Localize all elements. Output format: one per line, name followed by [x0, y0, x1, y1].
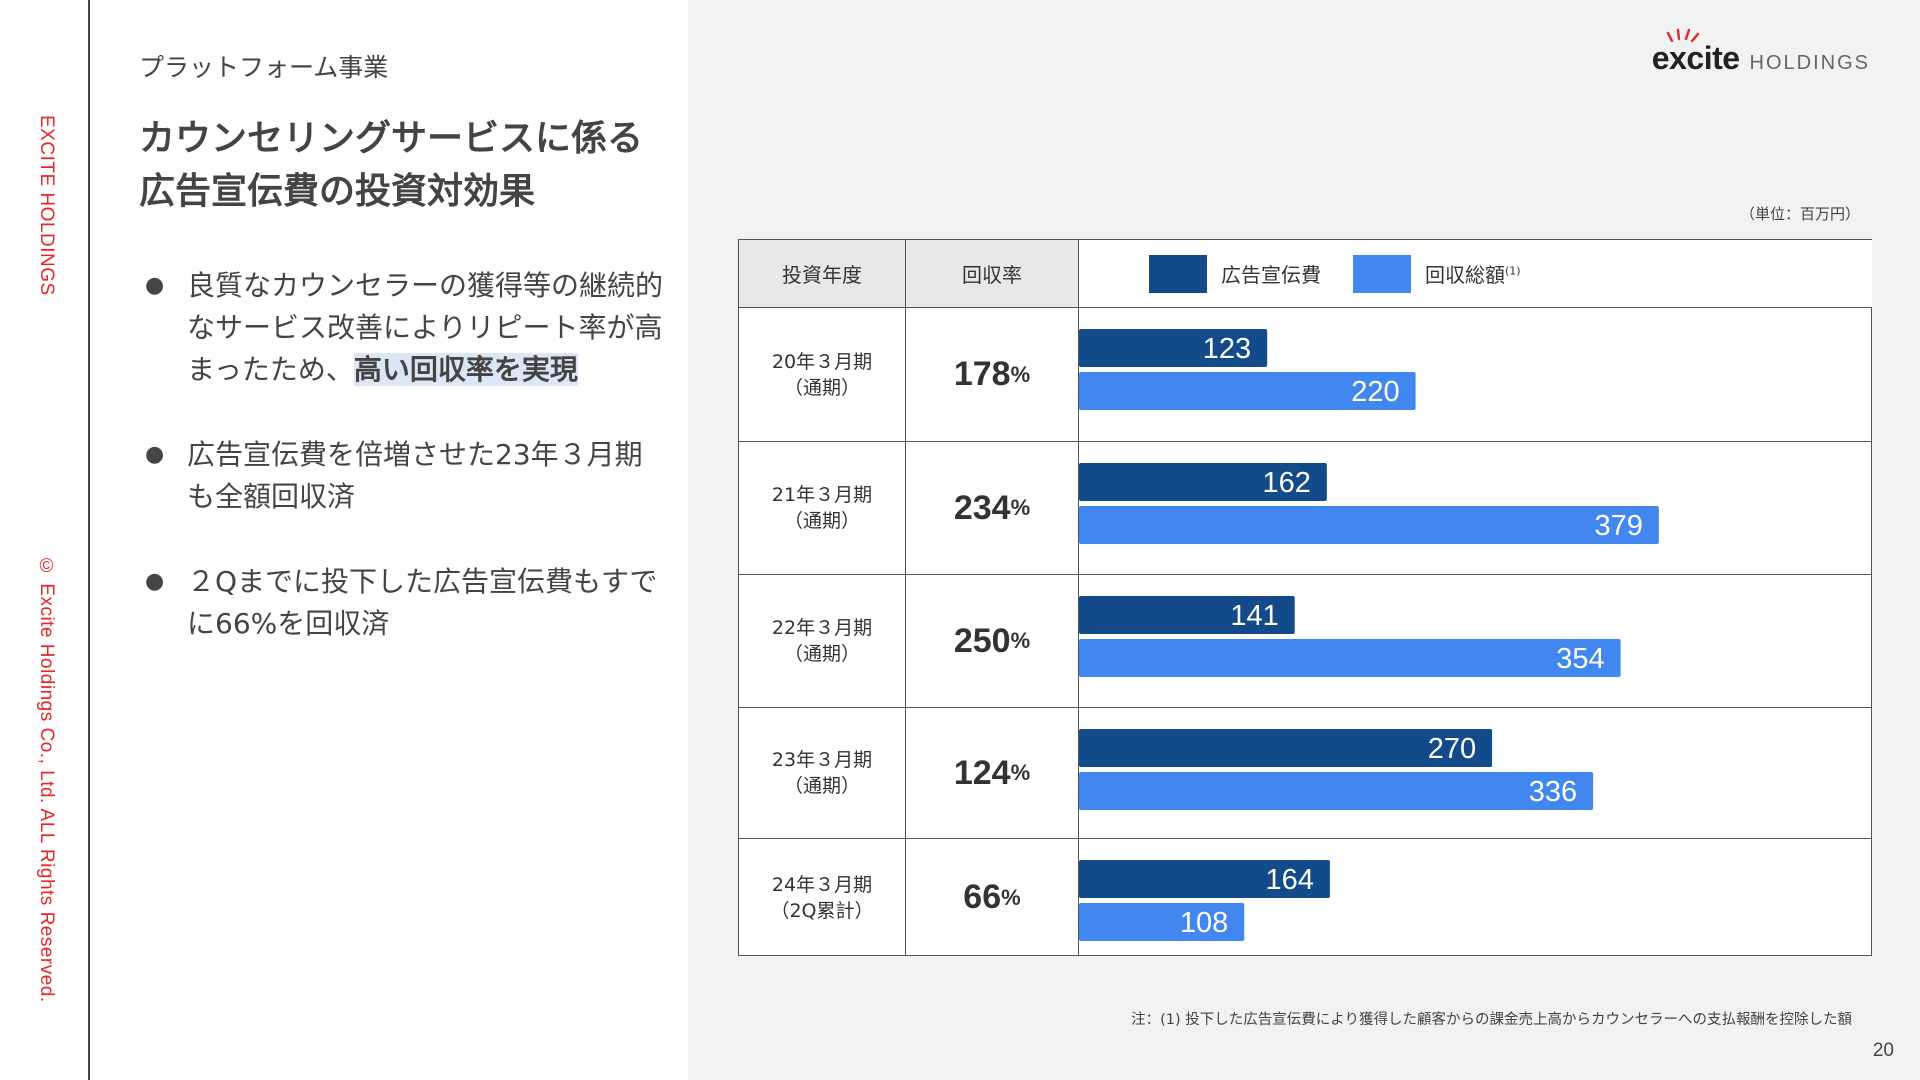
- chart-legend: 広告宣伝費 回収総額(1): [1079, 240, 1872, 308]
- bar-recovery-2: [1079, 639, 1621, 677]
- bar-value-label: 270: [1428, 733, 1476, 765]
- bullet-text: 広告宣伝費を倍増させた23年３月期も全額回収済: [187, 438, 643, 513]
- right-panel: excite HOLDINGS （単位：百万円） 投資年度 回収率 広告宣伝費 …: [688, 0, 1920, 1080]
- bar-chart: 123 162 141 270 164 220 379 354 336 108: [1079, 329, 1659, 941]
- bullet-item: ● ２Qまでに投下した広告宣伝費もすでに66%を回収済: [139, 561, 669, 645]
- section-label: プラットフォーム事業: [139, 53, 389, 82]
- bar-value-label: 220: [1351, 376, 1399, 408]
- bar-value-label: 164: [1266, 864, 1314, 896]
- header-year: 投資年度: [739, 240, 906, 308]
- year-cell: 21年３月期 （通期）: [739, 442, 906, 574]
- logo-wordmark: excite: [1652, 28, 1740, 77]
- table-row: 24年３月期 （2Q累計） 66%: [739, 839, 1872, 956]
- bullet-item: ● 広告宣伝費を倍増させた23年３月期も全額回収済: [139, 434, 669, 518]
- header-rate: 回収率: [906, 240, 1079, 308]
- year-cell: 22年３月期 （通期）: [739, 575, 906, 707]
- year-cell: 24年３月期 （2Q累計）: [739, 839, 906, 956]
- table-row: 21年３月期 （通期） 234%: [739, 442, 1872, 575]
- bullet-list: ● 良質なカウンセラーの獲得等の継続的なサービス改善によりリピート率が高まったた…: [139, 265, 669, 688]
- side-band: EXCITE HOLDINGS © Excite Holdings Co., L…: [0, 0, 90, 1080]
- logo-rays-icon: [1666, 28, 1699, 42]
- logo-subtext: HOLDINGS: [1749, 52, 1870, 74]
- bar-ad-cost-4: [1079, 860, 1330, 898]
- year-cell: 23年３月期 （通期）: [739, 708, 906, 838]
- bar-ad-cost-0: [1079, 329, 1268, 367]
- page-title: カウンセリングサービスに係る 広告宣伝費の投資対効果: [139, 112, 679, 218]
- bullet-text: 良質なカウンセラーの獲得等の継続的なサービス改善によりリピート率が高まったため、: [187, 269, 664, 386]
- legend-label-recovery: 回収総額(1): [1425, 263, 1521, 287]
- bar-ad-cost-1: [1079, 463, 1327, 501]
- rate-cell: 124%: [906, 708, 1079, 838]
- legend-swatch-recovery: [1353, 254, 1411, 293]
- roi-table: 投資年度 回収率 広告宣伝費 回収総額(1) 20年３月期 （通期） 178% 2…: [738, 239, 1872, 956]
- bar-value-label: 379: [1594, 510, 1642, 542]
- table-row: 22年３月期 （通期） 250%: [739, 575, 1872, 708]
- title-line-1: カウンセリングサービスに係る: [139, 118, 644, 159]
- title-line-2: 広告宣伝費の投資対効果: [139, 171, 536, 212]
- bullet-dot-icon: ●: [145, 569, 165, 594]
- table-row: 20年３月期 （通期） 178%: [739, 308, 1872, 442]
- bar-recovery-3: [1079, 772, 1594, 810]
- year-cell: 20年３月期 （通期）: [739, 308, 906, 441]
- bullet-highlight: 高い回収率を実現: [353, 353, 578, 386]
- bar-value-label: 336: [1529, 776, 1577, 808]
- footnote: 注：(1) 投下した広告宣伝費により獲得した顧客からの課金売上高からカウンセラー…: [1131, 1012, 1852, 1028]
- copyright-vertical-label: © Excite Holdings Co., Ltd. ALL Rights R…: [36, 556, 57, 1003]
- bar-value-label: 123: [1203, 333, 1251, 365]
- rate-cell: 250%: [906, 575, 1079, 707]
- bullet-text: ２Qまでに投下した広告宣伝費もすでに66%を回収済: [187, 565, 658, 640]
- bar-value-label: 162: [1262, 467, 1310, 499]
- bar-recovery-4: [1079, 903, 1245, 941]
- company-logo: excite HOLDINGS: [1652, 28, 1870, 77]
- bar-value-label: 108: [1180, 907, 1228, 939]
- bar-ad-cost-3: [1079, 729, 1493, 767]
- bar-value-label: 141: [1230, 600, 1278, 632]
- bar-value-label: 354: [1556, 643, 1604, 675]
- bullet-dot-icon: ●: [145, 442, 165, 467]
- company-vertical-label: EXCITE HOLDINGS: [36, 115, 57, 296]
- table-row: 23年３月期 （通期） 124%: [739, 708, 1872, 839]
- left-panel: プラットフォーム事業 カウンセリングサービスに係る 広告宣伝費の投資対効果 ● …: [92, 0, 688, 1080]
- page-number: 20: [1872, 1040, 1894, 1061]
- bar-recovery-0: [1079, 372, 1416, 410]
- rate-cell: 234%: [906, 442, 1079, 574]
- legend-label-ad: 広告宣伝費: [1221, 263, 1321, 287]
- legend-swatch-ad: [1149, 254, 1207, 293]
- bullet-dot-icon: ●: [145, 273, 165, 298]
- unit-label: （単位：百万円）: [1739, 205, 1860, 223]
- bar-recovery-1: [1079, 506, 1659, 544]
- rate-cell: 66%: [906, 839, 1079, 956]
- rate-cell: 178%: [906, 308, 1079, 441]
- bar-ad-cost-2: [1079, 596, 1295, 634]
- bullet-item: ● 良質なカウンセラーの獲得等の継続的なサービス改善によりリピート率が高まったた…: [139, 265, 669, 391]
